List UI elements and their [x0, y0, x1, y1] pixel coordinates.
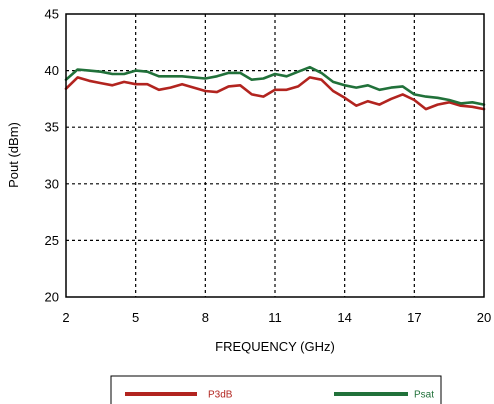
x-tick-label: 5 [132, 310, 139, 325]
y-tick-label: 45 [45, 7, 59, 22]
legend-box [110, 375, 442, 404]
legend-label-p3db: P3dB [208, 390, 233, 401]
y-tick-label: 30 [45, 176, 59, 191]
y-axis-title: Pout (dBm) [6, 122, 21, 188]
series-lines [64, 65, 486, 111]
y-tick-label: 25 [45, 233, 59, 248]
x-tick-label: 17 [407, 310, 421, 325]
legend-label-psat: Psat [414, 390, 434, 401]
x-tick-label: 14 [337, 310, 351, 325]
x-axis-title: FREQUENCY (GHz) [215, 339, 335, 354]
y-tick-label: 35 [45, 120, 59, 135]
x-tick-label: 8 [202, 310, 209, 325]
series-line-p3db [64, 76, 486, 111]
x-tick-label: 2 [62, 310, 69, 325]
legend: P3dB Psat [110, 375, 442, 404]
x-tick-label: 11 [268, 310, 282, 325]
series-line-psat [64, 65, 486, 106]
y-tick-label: 20 [45, 290, 59, 305]
grid [66, 14, 484, 297]
y-tick-label: 40 [45, 63, 59, 78]
x-tick-label: 20 [477, 310, 491, 325]
plot-frame [65, 13, 485, 298]
